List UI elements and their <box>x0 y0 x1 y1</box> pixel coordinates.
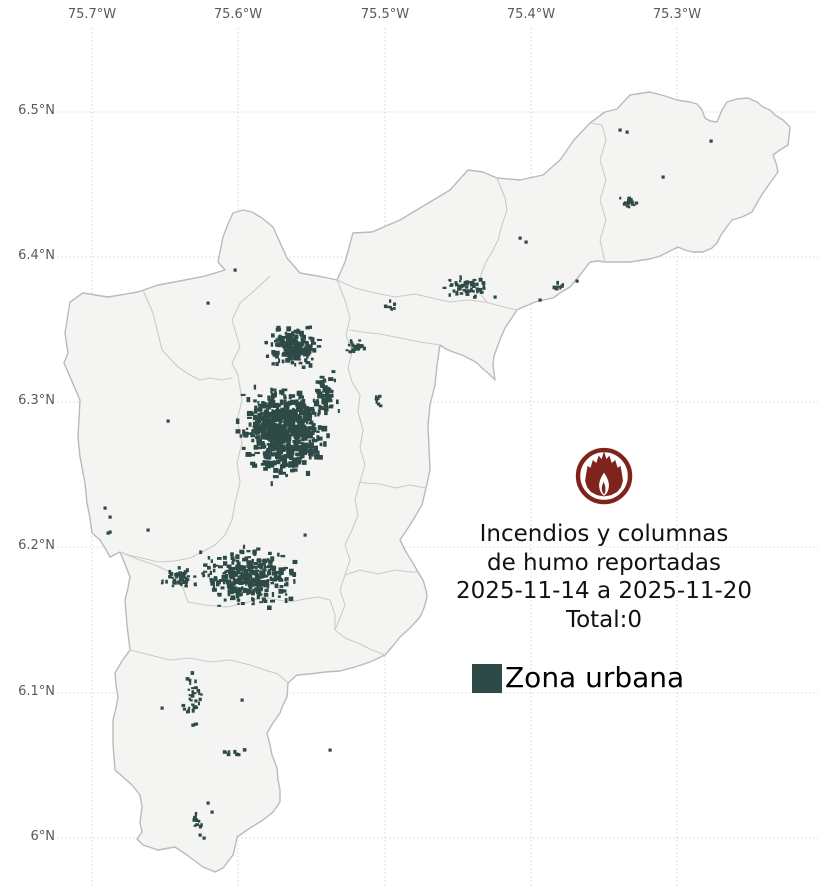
y-axis-tick: 6.5°N <box>18 103 55 118</box>
annotation-total: Total:0 <box>565 606 643 633</box>
x-axis-tick: 75.3°W <box>652 7 702 22</box>
y-axis-tick: 6.4°N <box>18 248 55 263</box>
municipal-boundary <box>119 551 336 631</box>
municipal-boundary <box>119 275 271 563</box>
municipal-boundary <box>589 122 607 263</box>
y-axis-tick: 6.2°N <box>18 538 55 553</box>
municipal-boundary <box>336 279 518 311</box>
municipal-boundary <box>349 329 441 346</box>
legend-swatch-zona-urbana <box>472 663 502 693</box>
municipal-boundary <box>344 569 419 576</box>
municipal-boundary <box>142 289 233 381</box>
x-axis-tick: 75.4°W <box>506 7 556 22</box>
municipal-boundary <box>359 481 427 489</box>
legend: Zona urbana <box>472 663 684 693</box>
annotation-line-1: Incendios y columnas <box>479 521 729 547</box>
municipality-regions <box>63 91 791 873</box>
legend-label: Zona urbana <box>505 661 685 694</box>
y-axis-tick: 6.3°N <box>18 393 55 408</box>
region-outline <box>63 91 791 873</box>
municipal-boundary <box>334 279 386 656</box>
x-axis-tick: 75.5°W <box>360 7 410 22</box>
annotation-line-3: 2025-11-14 a 2025-11-20 <box>455 578 753 604</box>
fire-icon <box>575 447 633 505</box>
x-axis-tick: 75.7°W <box>67 7 117 22</box>
x-axis-tick: 75.6°W <box>213 7 263 22</box>
y-axis-tick: 6.1°N <box>18 684 55 699</box>
urban-zone-layer <box>103 128 713 840</box>
annotation-line-2: de humo reportadas <box>486 549 722 576</box>
flame-inner-wisp <box>601 481 606 495</box>
municipal-boundary <box>129 649 289 684</box>
report-annotation: Incendios y columnas de humo reportadas … <box>456 520 752 634</box>
y-axis-tick: 6°N <box>30 829 56 844</box>
